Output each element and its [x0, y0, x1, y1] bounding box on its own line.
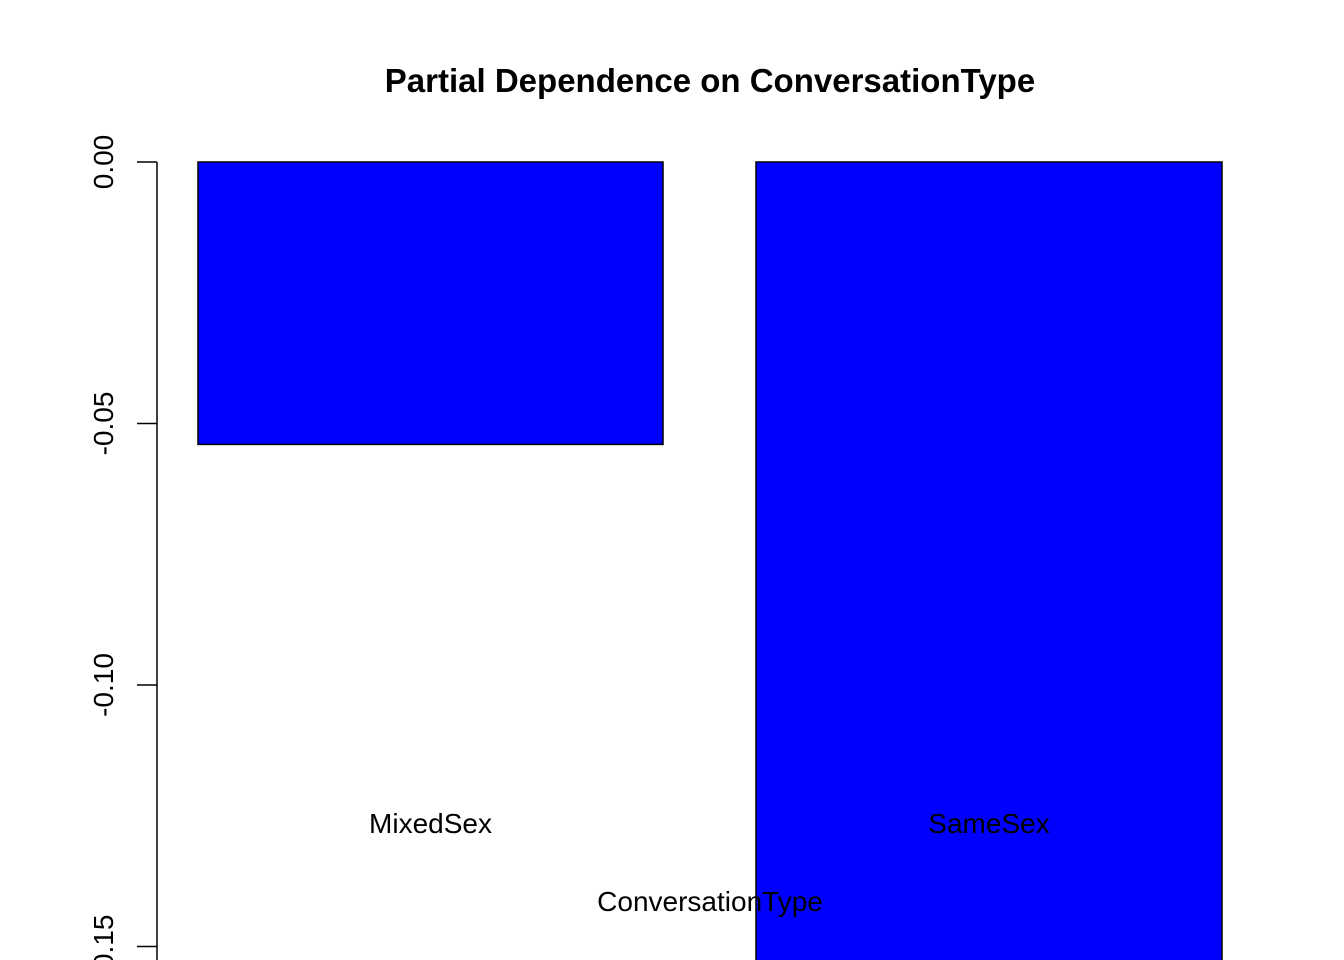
y-tick-label: -0.05 [88, 392, 119, 456]
y-tick-label: 0.00 [88, 135, 119, 190]
x-axis-label: ConversationType [597, 886, 823, 917]
x-tick-label: SameSex [928, 808, 1049, 839]
x-tick-label: MixedSex [369, 808, 492, 839]
bar-samesex [755, 161, 1223, 960]
x-tick-labels: MixedSex SameSex [369, 808, 1050, 839]
y-tick-label: -0.15 [88, 915, 119, 960]
y-axis: 0.00-0.05-0.10-0.15-0.20 [88, 135, 158, 960]
y-tick-label: -0.10 [88, 653, 119, 717]
bar-mixedsex [197, 161, 664, 446]
chart-title: Partial Dependence on ConversationType [385, 62, 1035, 99]
bars [197, 161, 1223, 960]
